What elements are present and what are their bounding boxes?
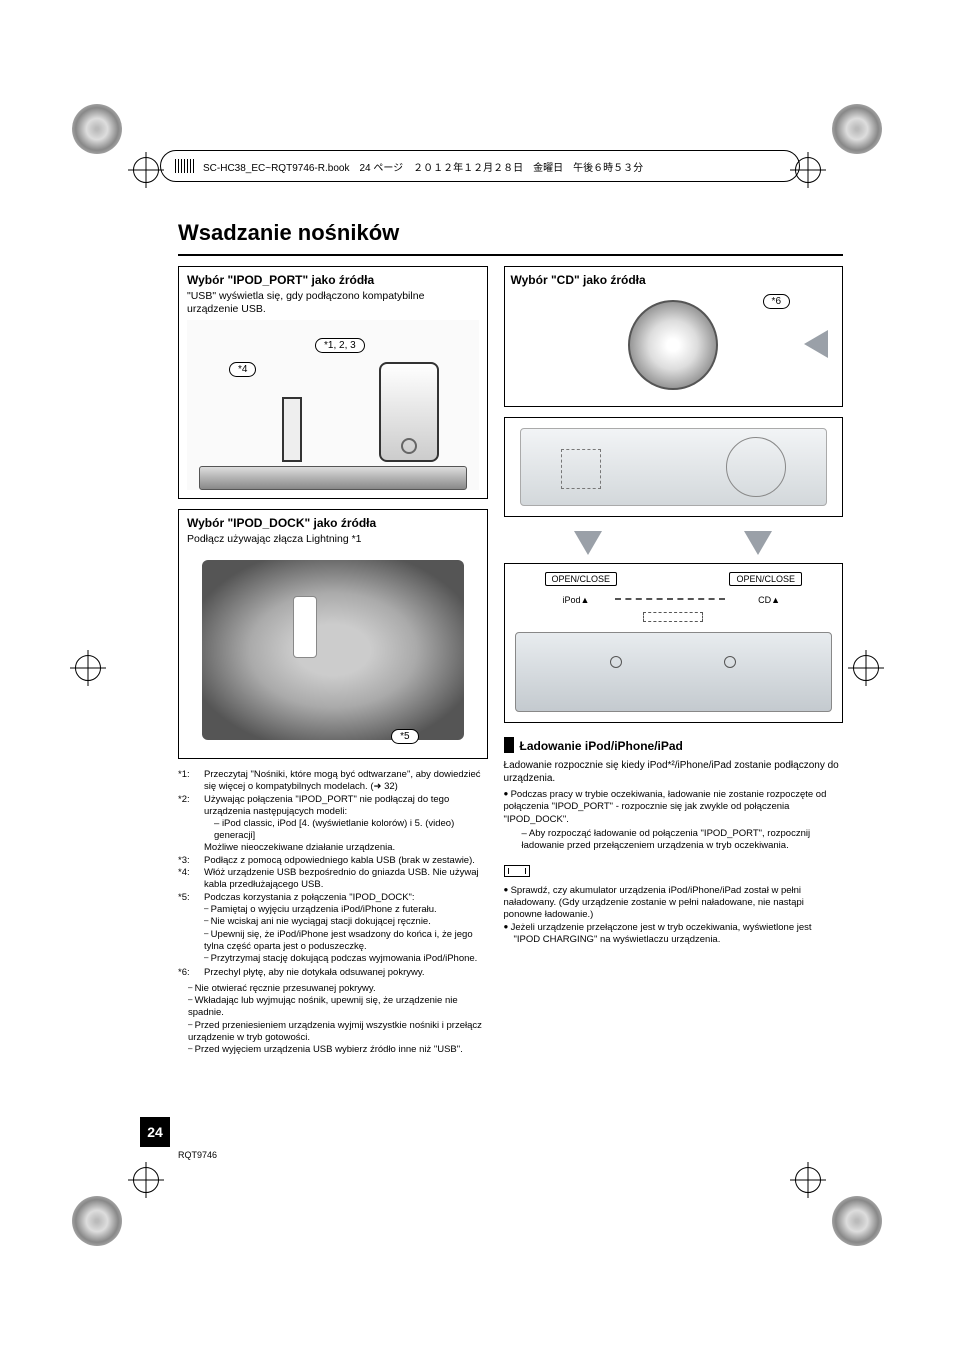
page-content: Wsadzanie nośników Wybór "IPOD_PORT" jak…: [178, 220, 843, 1057]
charging-note-bullet: Jeżeli urządzenie przełączone jest w try…: [504, 922, 843, 934]
panel-heading: Wybór "IPOD_DOCK" jako źródła: [187, 516, 479, 530]
footnote-body: Włóż urządzenie USB bezpośrednio do gnia…: [204, 867, 488, 891]
page-title: Wsadzanie nośników: [178, 220, 843, 246]
charging-note-tail: "IPOD CHARGING" na wyświetlaczu urządzen…: [504, 934, 843, 946]
panel-subtext: Podłącz używając złącza Lightning *1: [187, 533, 479, 546]
footnote-key: *3:: [178, 855, 204, 867]
device-body: [199, 466, 467, 490]
callout: *1, 2, 3: [315, 338, 365, 353]
remote-face: [515, 632, 832, 712]
footnote-body: Przechyl płytę, aby nie dotykała odsuwan…: [204, 967, 488, 979]
dashed-link: [615, 598, 725, 600]
crop-corner-tl: [72, 104, 122, 154]
footnote-body: Podłącz z pomocą odpowiedniego kabla USB…: [204, 855, 488, 867]
footnote-body: Przeczytaj "Nośniki, które mogą być odtw…: [204, 769, 488, 793]
remote-diagram: OPEN/CLOSE OPEN/CLOSE iPod▲ CD▲: [504, 563, 843, 723]
open-close-label: OPEN/CLOSE: [729, 572, 802, 586]
right-column: Wybór "CD" jako źródła *6 OPEN/CLOSE: [504, 266, 843, 1057]
charging-intro: Ładowanie rozpocznie się kiedy iPod*²/iP…: [504, 759, 843, 785]
charging-bullet: Podczas pracy w trybie oczekiwania, łado…: [504, 789, 843, 826]
footnote-key: *2:: [178, 794, 204, 853]
title-rule: [178, 254, 843, 256]
callout: *5: [391, 729, 418, 744]
header-strip-text: SC-HC38_EC~RQT9746-R.book 24 ページ ２０１２年１２…: [203, 159, 643, 174]
charging-section: Ładowanie iPod/iPhone/iPad Ładowanie roz…: [504, 737, 843, 946]
footnote-bullet: Nie wciskaj ani nie wyciągaj stacji doku…: [204, 916, 488, 928]
crop-cross: [128, 152, 164, 188]
callout: *6: [763, 294, 790, 309]
section-bar-block: [504, 737, 514, 753]
footnote-bullet: Przytrzymaj stację dokującą podczas wyjm…: [204, 953, 488, 965]
header-stripes: [175, 159, 195, 173]
cd-mid-panel: [504, 417, 843, 517]
header-strip: SC-HC38_EC~RQT9746-R.book 24 ページ ２０１２年１２…: [160, 150, 800, 182]
closing-bullet: Nie otwierać ręcznie przesuwanej pokrywy…: [188, 983, 488, 995]
footnote-key: *1:: [178, 769, 204, 793]
crop-corner-br: [832, 1196, 882, 1246]
charging-dash-note: Aby rozpocząć ładowanie od połączenia "I…: [522, 828, 811, 851]
panel-subtext: "USB" wyświetla się, gdy podłączono komp…: [187, 290, 479, 316]
footnote-row: *6:Przechyl płytę, aby nie dotykała odsu…: [178, 967, 488, 979]
crop-corner-tr: [832, 104, 882, 154]
panel-ipod-port: Wybór "IPOD_PORT" jako źródła "USB" wyśw…: [178, 266, 488, 499]
footnote-bullet: Pamiętaj o wyjęciu urządzenia iPod/iPhon…: [204, 904, 488, 916]
cd-top-diagram: *6: [511, 290, 836, 400]
left-column: Wybór "IPOD_PORT" jako źródła "USB" wyśw…: [178, 266, 488, 1057]
crop-cross: [790, 1162, 826, 1198]
crop-cross: [128, 1162, 164, 1198]
panel-heading: Wybór "CD" jako źródła: [511, 273, 836, 287]
usb-illustration: [282, 397, 302, 462]
footnote-body: Używając połączenia "IPOD_PORT" nie podł…: [204, 794, 488, 853]
ipod-illustration: [379, 362, 439, 462]
section-bar: Ładowanie iPod/iPhone/iPad: [504, 737, 843, 753]
footnote-key: *5:: [178, 892, 204, 966]
remote-btn: [724, 656, 736, 668]
footnotes: *1:Przeczytaj "Nośniki, które mogą być o…: [178, 769, 488, 1056]
dashed-box: [643, 612, 703, 622]
closing-bullet: Przed przeniesieniem urządzenia wyjmij w…: [188, 1020, 488, 1045]
arrow-down-icon: [574, 531, 602, 555]
panel-ipod-dock: Wybór "IPOD_DOCK" jako źródła Podłącz uż…: [178, 509, 488, 759]
footnote-tail: Możliwe nieoczekiwane działanie urządzen…: [204, 842, 488, 854]
arrow-left-icon: [804, 330, 828, 358]
cd-eject-label: CD▲: [752, 594, 786, 606]
footnote-row: *1:Przeczytaj "Nośniki, które mogą być o…: [178, 769, 488, 793]
ipod-eject-label: iPod▲: [557, 594, 596, 606]
closing-bullet: Wkładając lub wyjmując nośnik, upewnij s…: [188, 995, 488, 1020]
note-icon: [504, 865, 530, 877]
remote-btn: [610, 656, 622, 668]
crop-cross: [70, 650, 106, 686]
footnote-row: *4:Włóż urządzenie USB bezpośrednio do g…: [178, 867, 488, 891]
charging-note-bullet: Sprawdź, czy akumulator urządzenia iPod/…: [504, 885, 843, 922]
diagram-ipod-dock: *5: [187, 550, 479, 750]
panel-cd: Wybór "CD" jako źródła *6: [504, 266, 843, 407]
callout: *4: [229, 362, 256, 377]
footnote-row: *2:Używając połączenia "IPOD_PORT" nie p…: [178, 794, 488, 853]
arrow-down-icon: [744, 531, 772, 555]
slot-cd: [726, 437, 786, 497]
cd-disc: [628, 300, 718, 390]
footnote-row: *5:Podczas korzystania z połączenia "IPO…: [178, 892, 488, 966]
crop-cross: [848, 650, 884, 686]
footnote-bullet: Upewnij się, że iPod/iPhone jest wsadzon…: [204, 929, 488, 954]
crop-corner-bl: [72, 1196, 122, 1246]
doc-code: RQT9746: [178, 1150, 217, 1160]
diagram-ipod-port: *1, 2, 3 *4: [187, 320, 479, 490]
hands-illustration: [202, 560, 464, 740]
footnote-row: *3:Podłącz z pomocą odpowiedniego kabla …: [178, 855, 488, 867]
open-close-label: OPEN/CLOSE: [545, 572, 618, 586]
panel-heading: Wybór "IPOD_PORT" jako źródła: [187, 273, 479, 287]
closing-bullet: Przed wyjęciem urządzenia USB wybierz źr…: [188, 1044, 488, 1056]
device-slot-illustration: [520, 428, 827, 506]
footnote-key: *4:: [178, 867, 204, 891]
footnote-body: Podczas korzystania z połączenia "IPOD_D…: [204, 892, 488, 966]
footnote-subitem: iPod classic, iPod [4. (wyświetlanie kol…: [214, 818, 488, 842]
section-heading: Ładowanie iPod/iPhone/iPad: [520, 737, 683, 753]
slot-ipod: [561, 449, 601, 489]
footnote-key: *6:: [178, 967, 204, 979]
page-number: 24: [140, 1117, 170, 1147]
